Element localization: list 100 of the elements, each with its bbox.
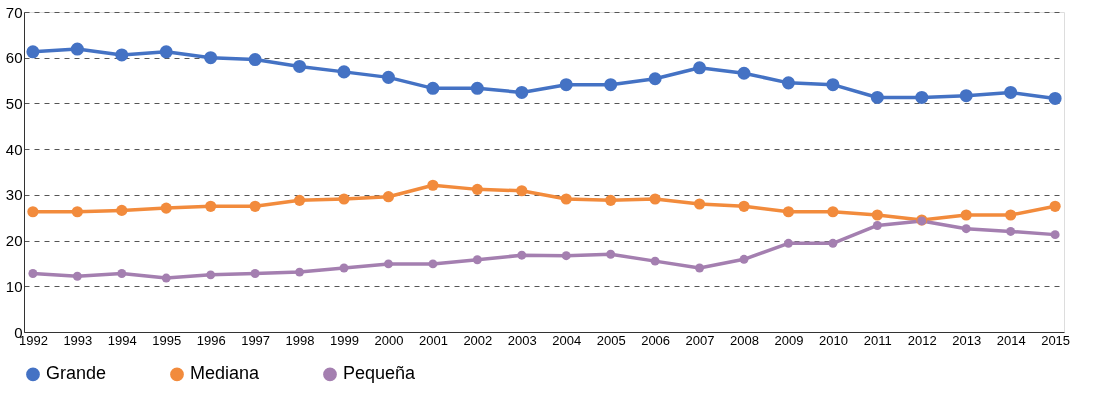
point bbox=[915, 90, 929, 104]
point bbox=[28, 269, 38, 278]
point bbox=[248, 53, 262, 67]
point bbox=[159, 45, 173, 59]
point bbox=[72, 271, 82, 281]
y-tick-label: 70 bbox=[5, 3, 23, 21]
x-tick-label: 2005 bbox=[596, 332, 626, 348]
legend-label: Pequeña bbox=[343, 363, 417, 384]
x-tick-label: 2001 bbox=[418, 332, 448, 348]
point bbox=[339, 263, 349, 273]
point bbox=[382, 191, 395, 203]
point bbox=[828, 238, 838, 248]
y-tick-label: 50 bbox=[5, 94, 23, 112]
point bbox=[559, 78, 573, 92]
point bbox=[606, 249, 616, 259]
point bbox=[872, 221, 882, 230]
point bbox=[1049, 200, 1061, 212]
legend-label: Grande bbox=[46, 363, 107, 384]
y-tick-label: 40 bbox=[5, 140, 23, 158]
point bbox=[738, 200, 750, 212]
point bbox=[160, 202, 172, 214]
point bbox=[959, 89, 973, 103]
point bbox=[472, 255, 482, 265]
x-tick-label: 2009 bbox=[774, 332, 804, 348]
point bbox=[295, 267, 305, 277]
y-tick-label: 10 bbox=[5, 277, 23, 295]
y-tick-label: 60 bbox=[5, 49, 23, 67]
x-tick-label: 1996 bbox=[196, 332, 226, 348]
point bbox=[737, 66, 751, 80]
point bbox=[117, 269, 127, 278]
point bbox=[782, 206, 795, 218]
point bbox=[116, 204, 128, 216]
point bbox=[693, 61, 707, 75]
point bbox=[337, 65, 351, 79]
x-tick-label: 2015 bbox=[1041, 332, 1071, 348]
point bbox=[870, 90, 884, 104]
point bbox=[204, 51, 218, 65]
point bbox=[293, 194, 306, 206]
point bbox=[695, 263, 705, 273]
point bbox=[648, 72, 662, 86]
point bbox=[961, 224, 971, 234]
x-tick-label: 1997 bbox=[241, 332, 271, 348]
point bbox=[71, 206, 83, 218]
point bbox=[250, 269, 260, 278]
point bbox=[470, 81, 484, 95]
point bbox=[338, 193, 350, 205]
point bbox=[783, 238, 793, 248]
point bbox=[1050, 230, 1060, 240]
point bbox=[650, 256, 660, 266]
point bbox=[960, 209, 972, 221]
point bbox=[1006, 226, 1016, 236]
x-tick-label: 2004 bbox=[552, 332, 582, 348]
point bbox=[516, 185, 528, 197]
x-tick-label: 2006 bbox=[641, 332, 671, 348]
point bbox=[1004, 85, 1018, 99]
point bbox=[605, 194, 617, 206]
point bbox=[739, 254, 749, 264]
x-tick-label: 2003 bbox=[507, 332, 537, 348]
x-tick-label: 2013 bbox=[952, 332, 982, 348]
point bbox=[70, 42, 84, 56]
x-tick-label: 1998 bbox=[285, 332, 315, 348]
x-tick-label: 2007 bbox=[685, 332, 715, 348]
point bbox=[517, 250, 527, 260]
point bbox=[693, 198, 706, 210]
x-tick-label: 2002 bbox=[463, 332, 493, 348]
point bbox=[293, 59, 307, 73]
point bbox=[249, 200, 261, 212]
point bbox=[161, 273, 171, 283]
x-tick-label: 1993 bbox=[63, 332, 93, 348]
point bbox=[428, 259, 438, 269]
x-tick-label: 2011 bbox=[863, 332, 892, 348]
x-tick-label: 2012 bbox=[907, 332, 937, 348]
point bbox=[205, 200, 217, 212]
point bbox=[26, 45, 40, 59]
point bbox=[426, 81, 440, 95]
x-tick-label: 2000 bbox=[374, 332, 404, 348]
point bbox=[781, 76, 795, 90]
point bbox=[115, 48, 129, 62]
y-tick-label: 30 bbox=[5, 186, 23, 204]
legend-label: Mediana bbox=[190, 363, 261, 384]
point bbox=[1005, 209, 1017, 221]
y-tick-label: 20 bbox=[5, 232, 23, 250]
point bbox=[427, 179, 439, 191]
point bbox=[604, 78, 618, 92]
x-tick-label: 2010 bbox=[818, 332, 848, 348]
point bbox=[381, 70, 395, 84]
x-tick-label: 1995 bbox=[152, 332, 182, 348]
x-tick-label: 1999 bbox=[330, 332, 359, 348]
point bbox=[827, 206, 839, 218]
point bbox=[471, 183, 483, 195]
point bbox=[561, 251, 571, 261]
point bbox=[515, 85, 529, 99]
point bbox=[649, 193, 661, 205]
x-tick-label: 2014 bbox=[996, 332, 1026, 348]
point bbox=[27, 206, 39, 218]
point bbox=[826, 78, 840, 92]
point bbox=[871, 209, 883, 221]
x-tick-label: 2008 bbox=[730, 332, 759, 348]
x-tick-label: 1994 bbox=[107, 332, 137, 348]
point bbox=[206, 270, 216, 280]
